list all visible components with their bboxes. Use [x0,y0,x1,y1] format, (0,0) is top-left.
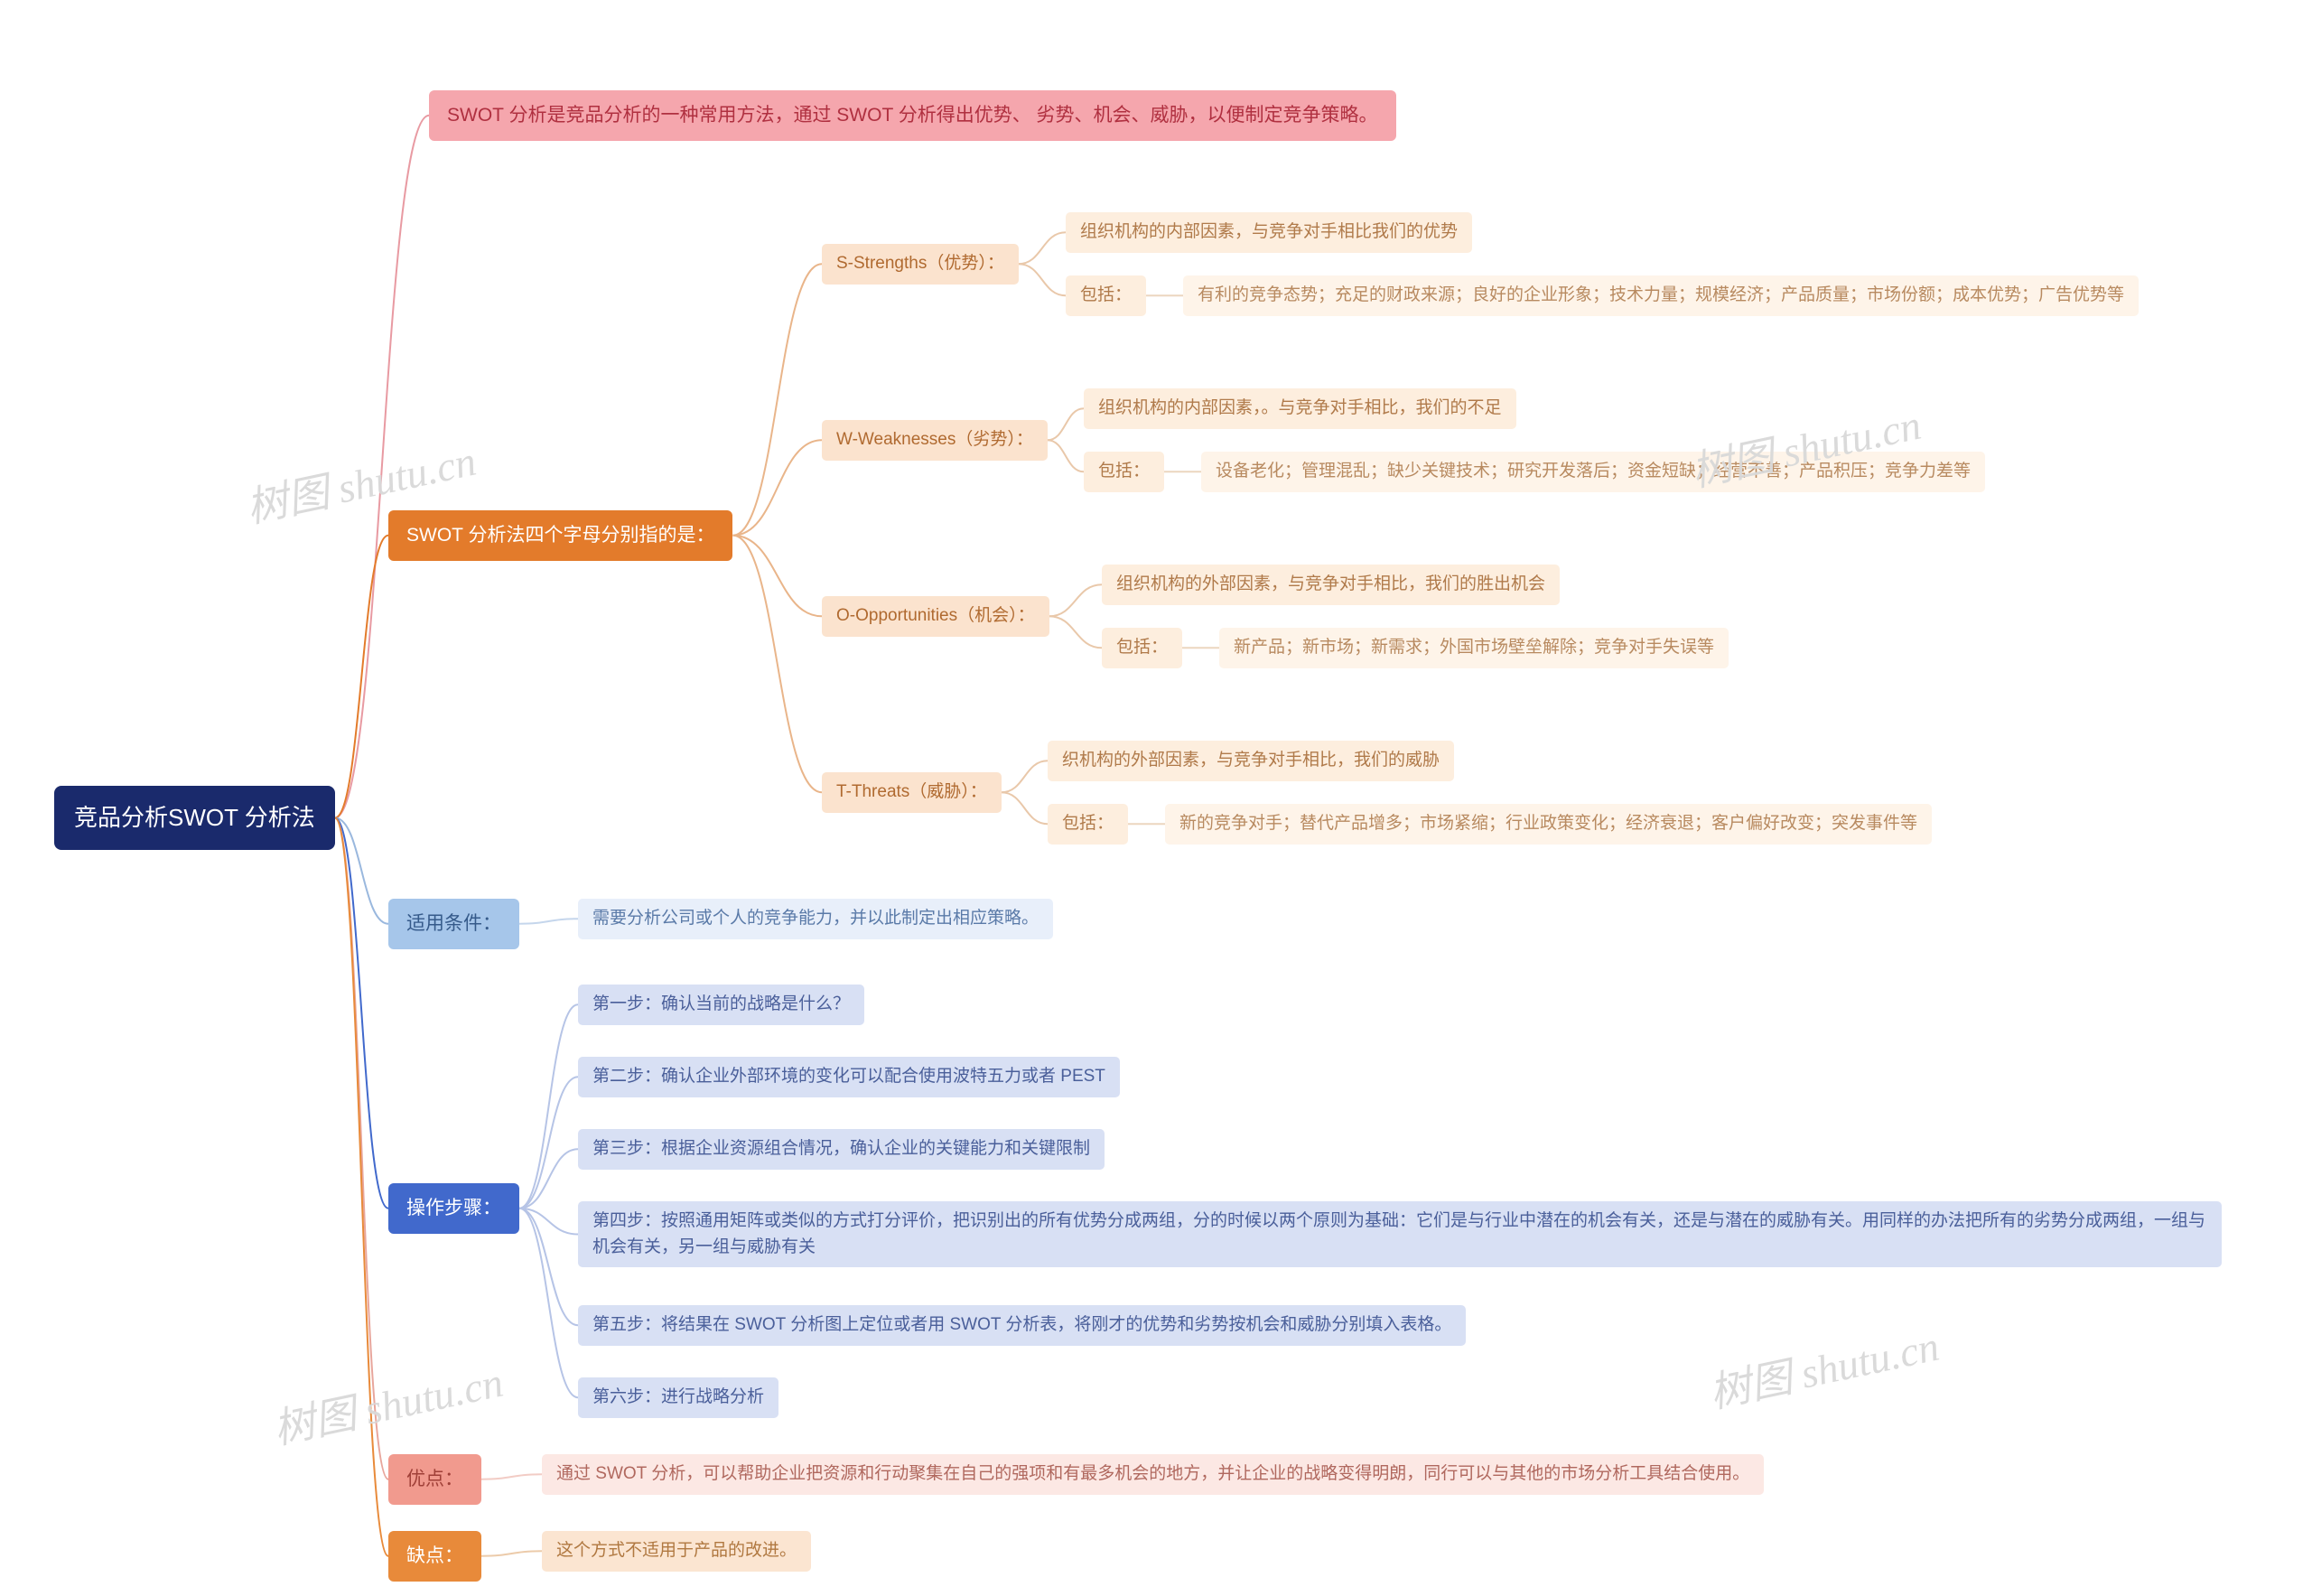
node-steps[interactable]: 操作步骤： [388,1183,519,1234]
node-s_inc_d[interactable]: 有利的竞争态势；充足的财政来源；良好的企业形象；技术力量；规模经济；产品质量；市… [1183,275,2139,316]
edge-cons-cons_d [481,1551,542,1556]
node-w_inc_d[interactable]: 设备老化；管理混乱；缺少关键技术；研究开发落后；资金短缺；经营不善；产品积压；竞… [1201,452,1985,492]
node-cons[interactable]: 缺点： [388,1531,481,1582]
node-t[interactable]: T-Threats（威胁）： [822,772,1002,813]
edge-swot4-s [732,264,822,536]
node-step4[interactable]: 第四步：按照通用矩阵或类似的方式打分评价，把识别出的所有优势分成两组，分的时候以… [578,1201,2222,1267]
node-step1[interactable]: 第一步：确认当前的战略是什么？ [578,985,864,1025]
node-pros_d[interactable]: 通过 SWOT 分析，可以帮助企业把资源和行动聚集在自己的强项和有最多机会的地方… [542,1454,1764,1495]
edge-s-s_inc [1019,264,1066,295]
node-t_desc[interactable]: 织机构的外部因素，与竞争对手相比，我们的威胁 [1048,741,1454,781]
edge-swot4-t [732,536,822,793]
node-pros[interactable]: 优点： [388,1454,481,1505]
edge-steps-step2 [519,1077,578,1209]
node-step3[interactable]: 第三步：根据企业资源组合情况，确认企业的关键能力和关键限制 [578,1129,1105,1170]
edge-o-o_desc [1049,584,1102,616]
edge-steps-step1 [519,1004,578,1209]
edge-steps-step6 [519,1209,578,1398]
edge-o-o_inc [1049,616,1102,648]
edge-root-pros [335,818,388,1479]
node-cons_d[interactable]: 这个方式不适用于产品的改进。 [542,1531,811,1572]
edge-steps-step4 [519,1209,578,1235]
edge-t-t_desc [1002,761,1048,792]
edge-t-t_inc [1002,792,1048,824]
node-root[interactable]: 竞品分析SWOT 分析法 [54,786,335,850]
edge-steps-step5 [519,1209,578,1326]
node-o_desc[interactable]: 组织机构的外部因素，与竞争对手相比，我们的胜出机会 [1102,565,1560,605]
node-cond[interactable]: 适用条件： [388,899,519,949]
node-w_inc[interactable]: 包括： [1084,452,1164,492]
node-w_desc[interactable]: 组织机构的内部因素，。与竞争对手相比，我们的不足 [1084,388,1516,429]
edge-w-w_desc [1048,408,1084,440]
edge-swot4-w [732,440,822,536]
node-step6[interactable]: 第六步：进行战略分析 [578,1377,778,1418]
edge-swot4-o [732,536,822,617]
node-step5[interactable]: 第五步：将结果在 SWOT 分析图上定位或者用 SWOT 分析表，将刚才的优势和… [578,1305,1466,1346]
node-w[interactable]: W-Weaknesses（劣势）： [822,420,1048,461]
node-cond_d[interactable]: 需要分析公司或个人的竞争能力，并以此制定出相应策略。 [578,899,1053,939]
node-t_inc[interactable]: 包括： [1048,804,1128,845]
watermark: 树图 shutu.cn [267,1349,508,1456]
node-t_inc_d[interactable]: 新的竞争对手；替代产品增多；市场紧缩；行业政策变化；经济衰退；客户偏好改变；突发… [1165,804,1932,845]
node-s[interactable]: S-Strengths（优势）： [822,244,1019,285]
node-o_inc_d[interactable]: 新产品；新市场；新需求；外国市场壁垒解除；竞争对手失误等 [1219,628,1729,668]
edge-s-s_desc [1019,232,1066,264]
node-s_inc[interactable]: 包括： [1066,275,1146,316]
node-o[interactable]: O-Opportunities（机会）： [822,596,1049,637]
edge-steps-step3 [519,1149,578,1209]
node-step2[interactable]: 第二步：确认企业外部环境的变化可以配合使用波特五力或者 PEST [578,1057,1120,1097]
edge-root-swot4 [335,536,388,818]
edge-root-cons [335,818,388,1556]
node-swot4[interactable]: SWOT 分析法四个字母分别指的是： [388,510,732,561]
node-o_inc[interactable]: 包括： [1102,628,1182,668]
edge-root-steps [335,818,388,1209]
node-s_desc[interactable]: 组织机构的内部因素，与竞争对手相比我们的优势 [1066,212,1472,253]
edge-w-w_inc [1048,440,1084,471]
edge-pros-pros_d [481,1474,542,1479]
node-intro[interactable]: SWOT 分析是竞品分析的一种常用方法，通过 SWOT 分析得出优势、 劣势、机… [429,90,1396,141]
edge-root-cond [335,818,388,924]
edge-cond-cond_d [519,919,578,924]
watermark: 树图 shutu.cn [1703,1313,1944,1420]
edge-root-intro [335,116,429,818]
